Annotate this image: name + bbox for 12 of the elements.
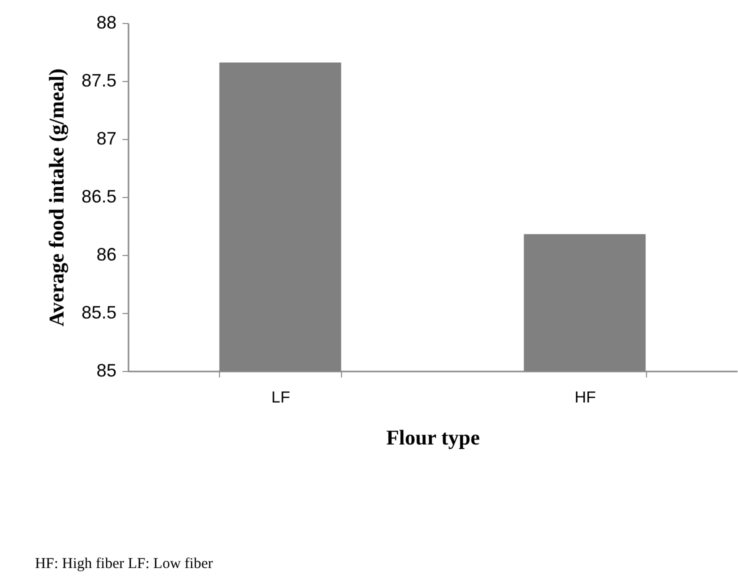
y-tick-label: 86: [96, 244, 116, 264]
y-tick-label: 86.5: [81, 186, 116, 206]
x-axis-title: Flour type: [386, 426, 480, 450]
x-tick-label: HF: [574, 390, 596, 406]
text: HF: High fiber LF: Low fiber: [34, 556, 213, 572]
y-tick-label: 88: [96, 12, 116, 32]
y-axis-title: Average food intake (g/meal): [44, 68, 68, 326]
y-tick-label: 87.5: [81, 70, 116, 90]
y-tick-label: 85: [96, 360, 116, 380]
x-tick-label: LF: [271, 390, 290, 406]
y-tick-label: 87: [96, 128, 116, 148]
y-tick-label: 85.5: [81, 302, 116, 322]
